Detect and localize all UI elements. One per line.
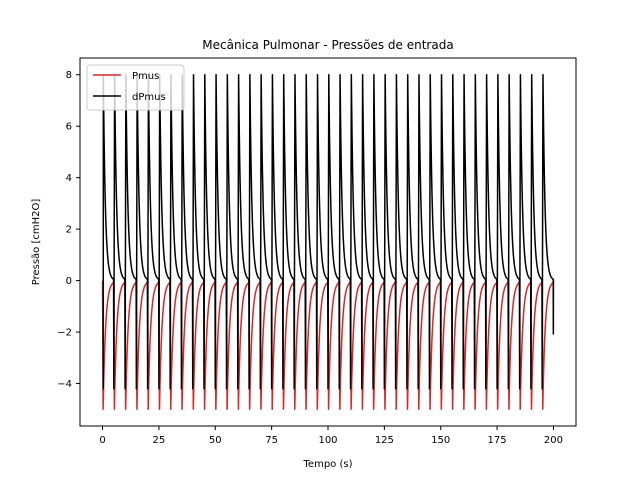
chart-title: Mecânica Pulmonar - Pressões de entrada bbox=[202, 38, 453, 52]
plot-area bbox=[101, 73, 555, 411]
y-tick-label: 0 bbox=[66, 276, 72, 287]
y-tick-label: 4 bbox=[66, 173, 72, 184]
x-tick-label: 0 bbox=[99, 435, 105, 446]
y-tick-label: 2 bbox=[66, 225, 72, 236]
x-tick-label: 125 bbox=[375, 435, 394, 446]
legend: Pmus dPmus bbox=[86, 64, 185, 111]
series-layer bbox=[101, 73, 555, 411]
y-tick-label: −4 bbox=[57, 379, 72, 390]
y-tick-label: 8 bbox=[66, 70, 72, 81]
x-tick-label: 75 bbox=[265, 435, 278, 446]
x-tick-label: 150 bbox=[431, 435, 450, 446]
legend-box bbox=[86, 64, 185, 111]
y-tick-label: 6 bbox=[66, 122, 72, 133]
x-tick-label: 50 bbox=[209, 435, 222, 446]
legend-label-dpmus: dPmus bbox=[132, 92, 166, 103]
y-axis-label: Pressão [cmH2O] bbox=[31, 199, 42, 286]
x-axis-label: Tempo (s) bbox=[303, 459, 353, 470]
x-tick-label: 200 bbox=[544, 435, 563, 446]
legend-label-pmus: Pmus bbox=[132, 71, 159, 82]
x-tick-label: 100 bbox=[318, 435, 337, 446]
x-tick-label: 175 bbox=[488, 435, 507, 446]
x-tick-label: 25 bbox=[153, 435, 166, 446]
y-axis: −4 −2 0 2 4 6 8 bbox=[57, 70, 80, 390]
y-tick-label: −2 bbox=[57, 328, 72, 339]
x-axis: 0 25 50 75 100 125 150 175 200 bbox=[99, 426, 563, 446]
series-line-dpmus bbox=[101, 73, 555, 390]
